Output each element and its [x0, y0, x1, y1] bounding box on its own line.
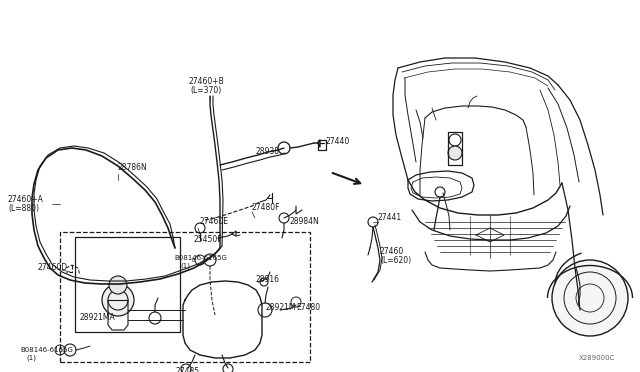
Circle shape [109, 276, 127, 294]
Text: 28786N: 28786N [118, 164, 148, 173]
Text: B08146-6165G: B08146-6165G [20, 347, 73, 353]
Text: 27480F: 27480F [252, 203, 280, 212]
Text: 27460E: 27460E [200, 218, 229, 227]
Text: (L=880): (L=880) [8, 203, 39, 212]
Text: 28921M: 28921M [265, 304, 296, 312]
Text: 28984N: 28984N [290, 218, 320, 227]
Text: B: B [58, 347, 61, 353]
Bar [60, 232, 310, 362]
Text: B: B [191, 257, 195, 263]
Text: B08146-6165G: B08146-6165G [174, 255, 227, 261]
Text: 28916: 28916 [256, 276, 280, 285]
Text: 27485: 27485 [176, 368, 200, 372]
Text: 27460+A: 27460+A [8, 196, 44, 205]
Text: 28938: 28938 [256, 148, 280, 157]
Circle shape [448, 146, 462, 160]
Text: (1): (1) [26, 355, 36, 361]
Circle shape [552, 260, 628, 336]
Text: X289000C: X289000C [579, 355, 615, 361]
Text: 27460D: 27460D [38, 263, 68, 273]
Text: 27440: 27440 [325, 138, 349, 147]
Text: (L=620): (L=620) [380, 256, 411, 264]
Text: 25450F: 25450F [194, 235, 223, 244]
Bar [75, 237, 180, 332]
Text: (L=370): (L=370) [190, 86, 221, 94]
Text: (1): (1) [180, 263, 190, 269]
Text: E7480: E7480 [296, 304, 320, 312]
Text: 27441: 27441 [378, 214, 402, 222]
Bar [318, 140, 326, 150]
Text: 28921MA: 28921MA [80, 314, 116, 323]
Text: 27460+B: 27460+B [188, 77, 224, 87]
Circle shape [102, 284, 134, 316]
Text: 27460: 27460 [380, 247, 404, 257]
